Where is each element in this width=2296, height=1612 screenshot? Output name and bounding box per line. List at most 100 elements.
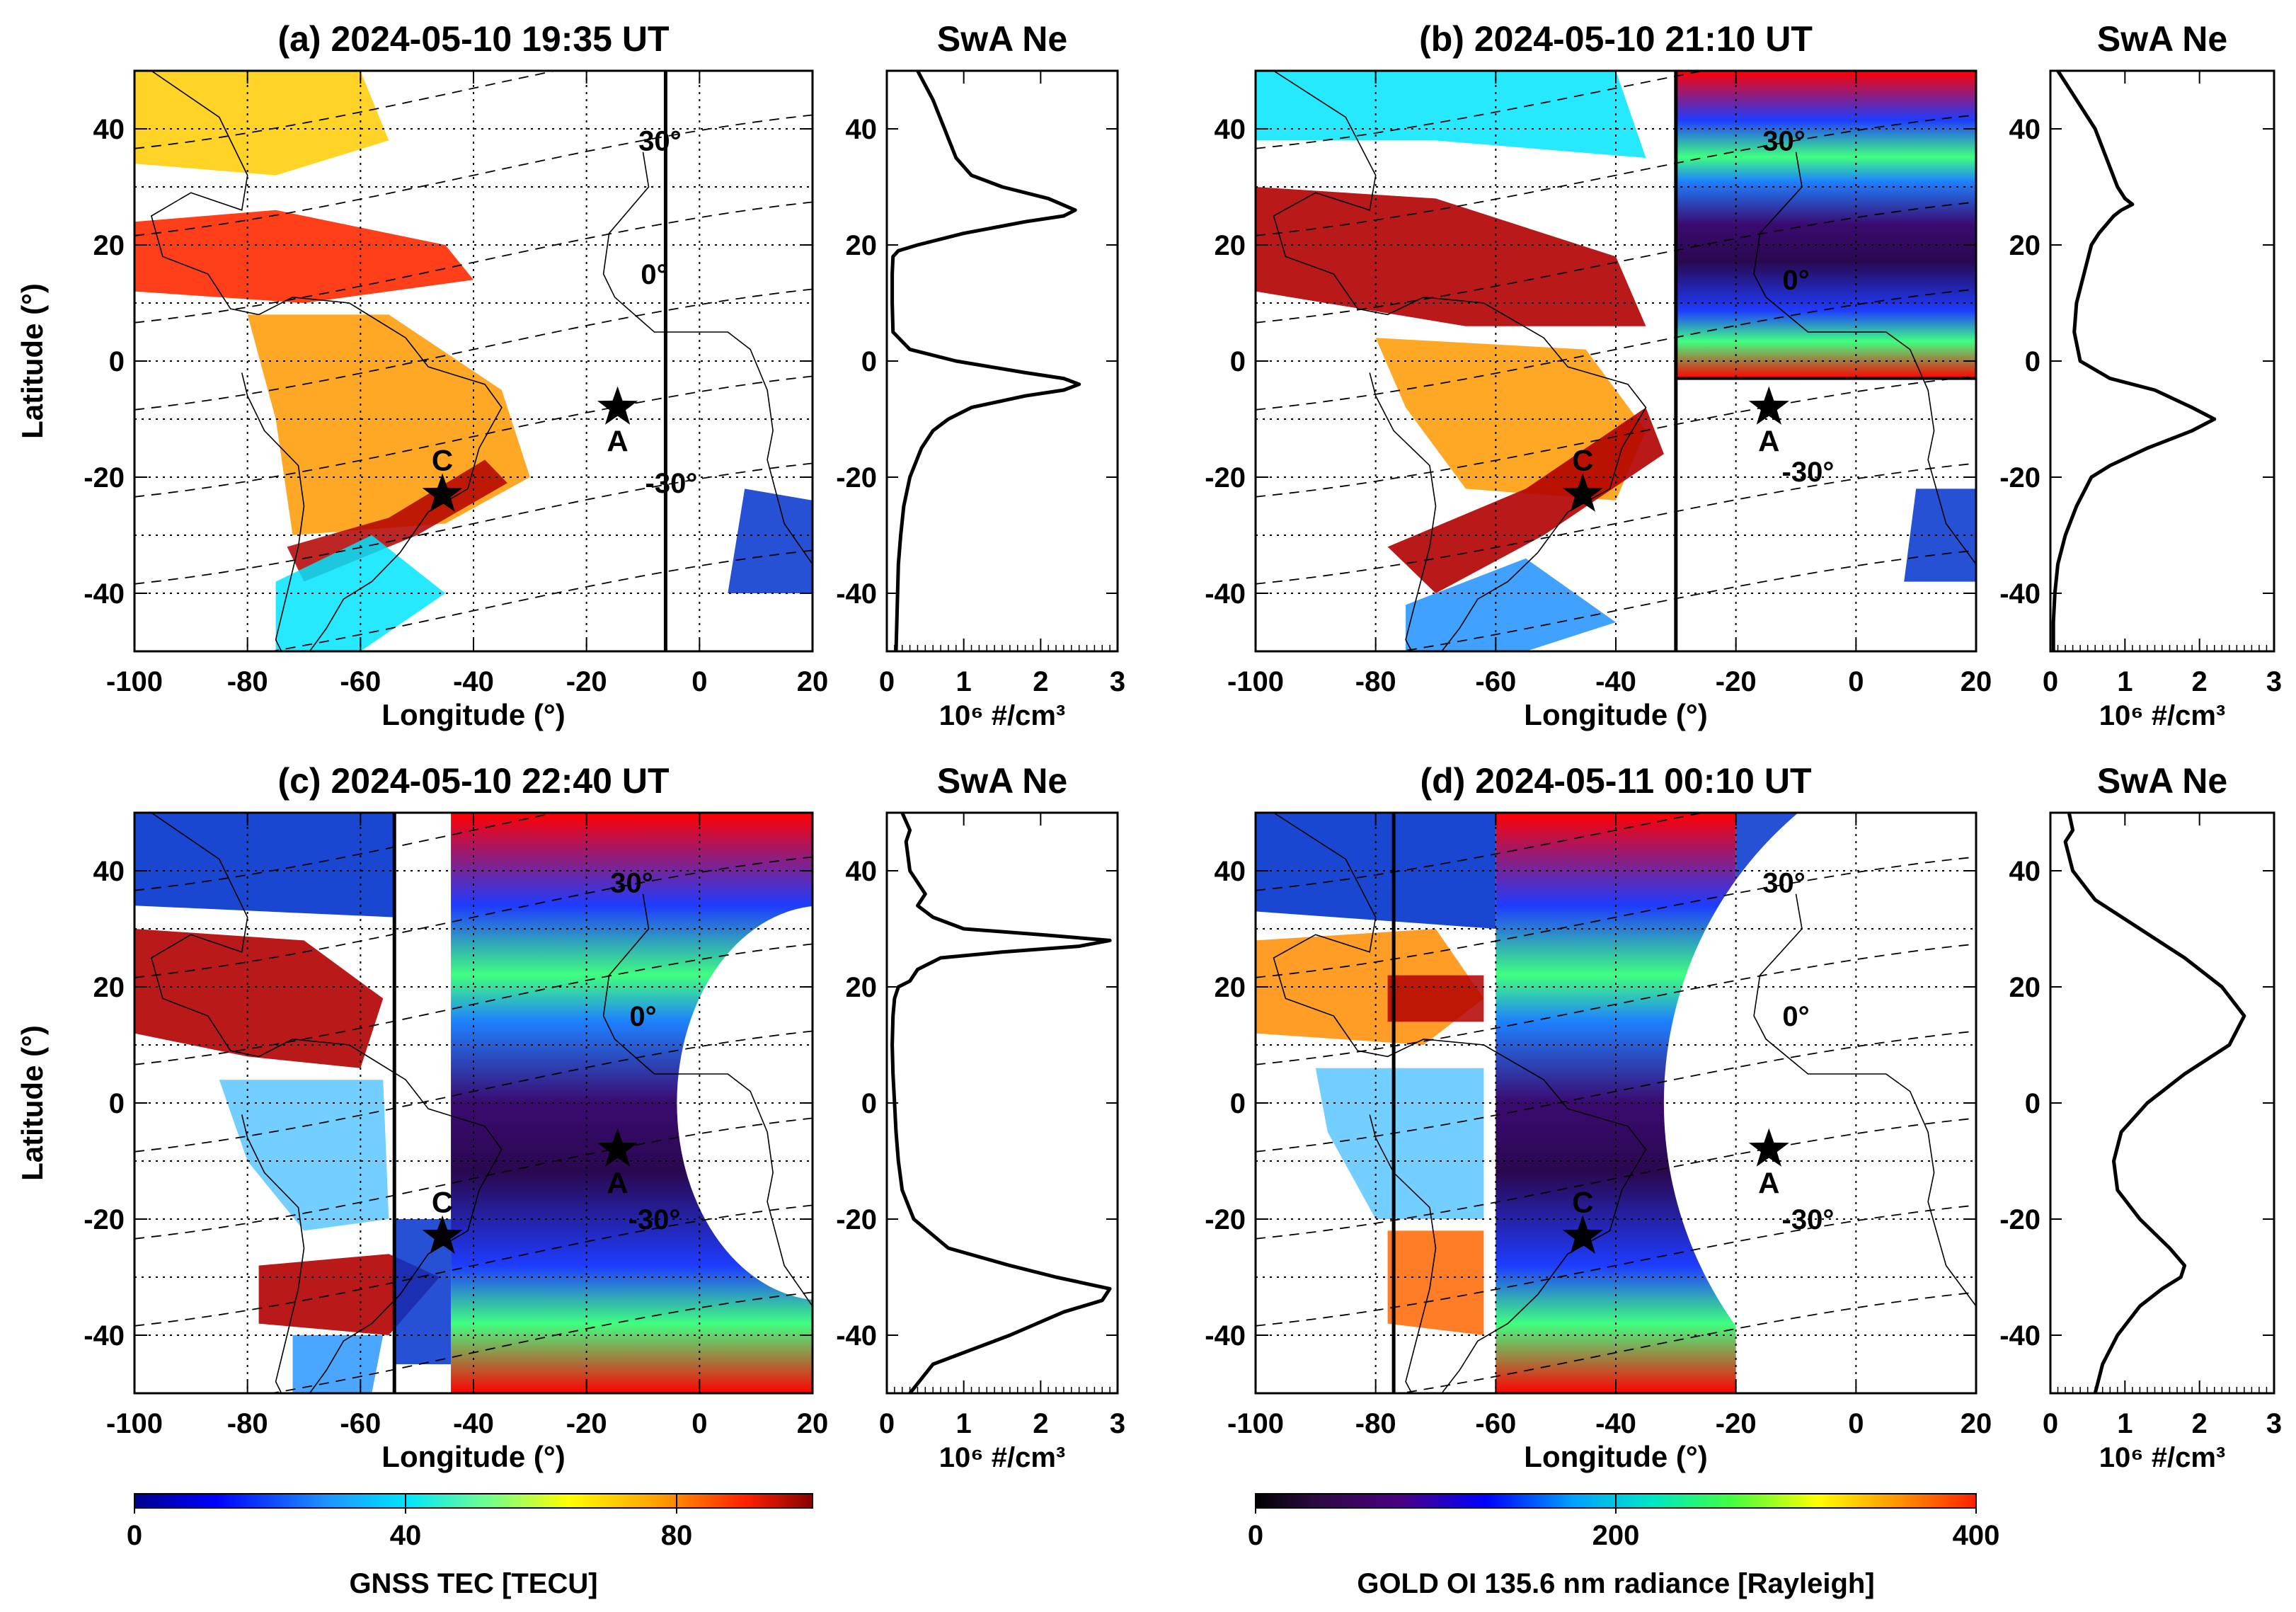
coastline-africa: [1753, 893, 1976, 1307]
ne-profile-title: SwA Ne: [2097, 761, 2227, 801]
tec-region-2: [219, 1080, 389, 1231]
y-tick-label: 20: [93, 972, 125, 1003]
ne-profile-frame: [2049, 811, 2275, 1395]
ne-y-tick-label: 40: [846, 856, 878, 887]
y-tick-label: 40: [93, 114, 125, 145]
station-marker-c-icon: [1562, 1215, 1603, 1254]
ne-x-tick-label: 3: [2266, 666, 2282, 697]
ne-x-tick-label: 3: [1110, 666, 1125, 697]
station-label-c: C: [432, 444, 453, 477]
ne-y-tick-label: -40: [836, 1320, 877, 1351]
coastline-africa: [1753, 152, 1976, 565]
coastline-americas: [150, 71, 503, 651]
magnetic-latitude-label: 0°: [641, 259, 667, 290]
x-tick-label: -20: [1716, 666, 1757, 697]
coastline-africa: [602, 152, 813, 565]
x-tick-label: -60: [340, 1408, 381, 1439]
tec-colorbar-tick-1: 40: [390, 1520, 422, 1551]
coastline-pacific: [241, 1114, 305, 1393]
y-axis-label: Latitude (°): [16, 283, 49, 439]
x-tick-label: 0: [1848, 666, 1864, 697]
tec-colorbar-tick-0: 0: [127, 1520, 142, 1551]
magnetic-latitude-curve: [134, 71, 558, 149]
ne-x-tick-label: 0: [879, 1408, 895, 1439]
station-marker-a-icon: [1748, 1128, 1789, 1167]
ne-profile-line: [2051, 69, 2217, 651]
ne-y-tick-label: 0: [2025, 346, 2040, 377]
map-content: 30°0°-30°AC: [1256, 813, 1976, 1393]
x-tick-label: -100: [1227, 1408, 1284, 1439]
magnetic-latitude-label: 0°: [629, 1001, 656, 1032]
y-tick-label: 20: [93, 230, 125, 261]
x-tick-label: 20: [797, 666, 829, 697]
ne-x-tick-label: 1: [2117, 1408, 2133, 1439]
tec-region-0: [1256, 71, 1646, 158]
coastline-americas: [1273, 71, 1647, 651]
coastline-americas: [1273, 813, 1647, 1393]
magnetic-latitude-label: 30°: [1762, 867, 1806, 898]
magnetic-latitude-curve: [134, 856, 813, 978]
tec-region-1: [1256, 187, 1646, 326]
magnetic-latitude-curve: [268, 549, 813, 651]
coastline-africa: [602, 893, 813, 1307]
ne-profile-xlabel: 10⁶ #/cm³: [939, 700, 1066, 731]
magnetic-latitude-curve: [134, 1117, 813, 1240]
ne-x-tick-label: 1: [956, 666, 972, 697]
ne-profile-frame: [2049, 69, 2275, 653]
x-tick-label: 20: [1961, 666, 1992, 697]
gold-colorbar-tick-2: 400: [1953, 1520, 2000, 1551]
x-tick-label: 0: [691, 666, 707, 697]
y-tick-label: -20: [1205, 462, 1246, 493]
panel-c: 30°0°-30°AC-100 -80 -60 -40 -20 0 2040200-20-4…: [16, 761, 1125, 1473]
magnetic-latitude-label: -30°: [628, 1204, 681, 1235]
ne-profile-xlabel: 10⁶ #/cm³: [939, 1442, 1066, 1473]
tec-colorbar-tick-2: 80: [661, 1520, 693, 1551]
magnetic-latitude-curve: [134, 462, 813, 585]
coastline-pacific: [1369, 372, 1437, 651]
panel-title: (d) 2024-05-11 00:10 UT: [1420, 761, 1811, 801]
ne-y-tick-label: -40: [1999, 578, 2040, 610]
tec-colorbar: 0 40 80 GNSS TEC [TECU]: [127, 1493, 813, 1599]
gold-limb-edge: [1664, 813, 1976, 1393]
magnetic-latitude-label: 30°: [610, 867, 653, 898]
tec-colorbar-label: GNSS TEC [TECU]: [349, 1568, 597, 1599]
ne-y-tick-label: 40: [2009, 114, 2041, 145]
ne-x-tick-label: 0: [2043, 666, 2058, 697]
magnetic-latitude-curve: [1256, 1030, 1976, 1153]
magnetic-latitude-label: 30°: [638, 125, 682, 156]
map-content: 30°0°-30°AC: [134, 71, 813, 651]
magnetic-latitude-curve: [134, 1204, 813, 1327]
magnetic-latitude-curve: [1256, 1117, 1976, 1240]
station-label-c: C: [432, 1186, 453, 1219]
magnetic-latitude-label: 0°: [1782, 1001, 1809, 1032]
map-content: 30° 0° -30°A C: [134, 813, 813, 1393]
x-tick-label: -60: [1475, 1408, 1516, 1439]
x-tick-label: -20: [1716, 1408, 1757, 1439]
coastline-pacific: [241, 372, 305, 651]
tec-region-4: [275, 535, 446, 651]
y-tick-label: -40: [84, 578, 125, 610]
station-label-c: C: [1572, 444, 1593, 477]
y-tick-label: 0: [1230, 346, 1246, 377]
magnetic-latitude-curve: [1256, 943, 1976, 1065]
x-tick-label: 20: [797, 1408, 829, 1439]
panel-title: (a) 2024-05-10 19:35 UT: [277, 19, 669, 59]
gold-colorbar: 0 200 400 GOLD OI 135.6 nm radiance [Ray…: [1248, 1493, 2000, 1599]
magnetic-latitude-curve: [1256, 201, 1976, 324]
x-tick-label: -20: [566, 666, 607, 697]
panel-title: (b) 2024-05-10 21:10 UT: [1419, 19, 1813, 59]
x-tick-label: -80: [1355, 666, 1396, 697]
ne-y-tick-label: -20: [1999, 1204, 2040, 1235]
ne-x-tick-label: 2: [1033, 666, 1048, 697]
x-tick-label: -40: [453, 1408, 494, 1439]
panel-a: 30°0°-30°AC-100 -80 -60 -40 -20 0 2040200-20-4…: [16, 19, 1125, 731]
station-label-a: A: [607, 1167, 628, 1200]
y-tick-label: -20: [84, 1204, 125, 1235]
panel-title: (c) 2024-05-10 22:40 UT: [277, 761, 669, 801]
ne-x-tick-label: 2: [2192, 1408, 2208, 1439]
station-label-c: C: [1572, 1186, 1593, 1219]
ne-y-tick-label: 0: [861, 346, 877, 377]
magnetic-latitude-curve: [1256, 813, 1706, 891]
magnetic-latitude-curve: [134, 288, 813, 411]
ne-y-tick-label: -40: [836, 578, 877, 610]
